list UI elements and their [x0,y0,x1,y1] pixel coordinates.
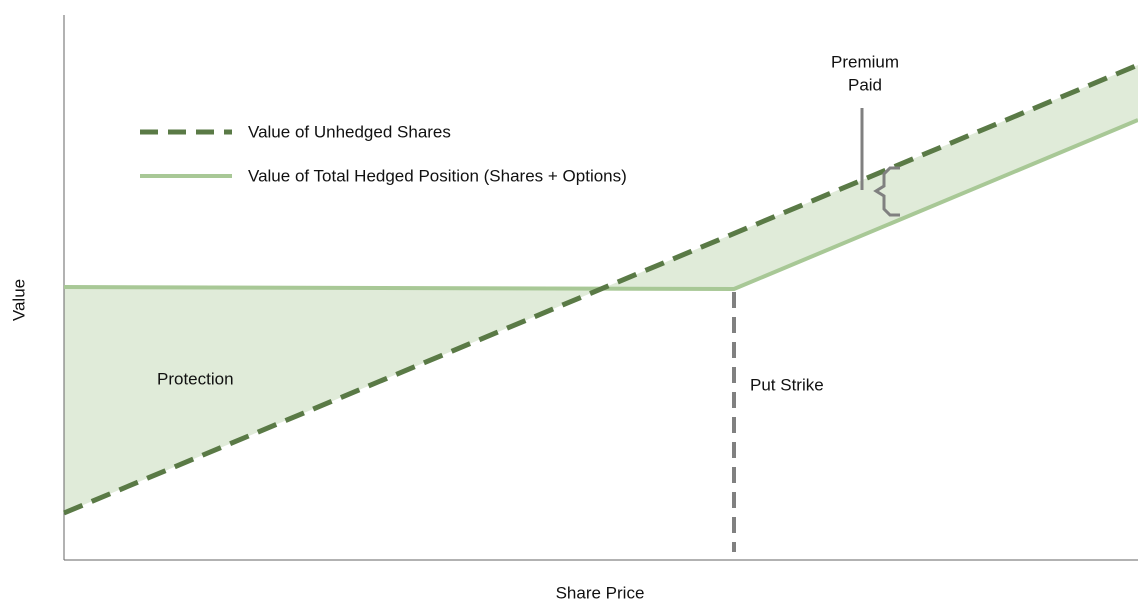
x-axis-label: Share Price [556,583,645,602]
unhedged-line [63,62,1138,516]
legend-label: Value of Total Hedged Position (Shares +… [248,166,627,185]
annotation: Put Strike [750,375,824,394]
annotation: Premium [831,52,899,71]
annotation: Paid [848,75,882,94]
premium-brace [873,166,900,217]
hedged-line [63,118,1138,292]
annotation: Protection [157,369,234,388]
legend-label: Value of Unhedged Shares [248,122,451,141]
y-axis-label: Value [9,279,28,321]
